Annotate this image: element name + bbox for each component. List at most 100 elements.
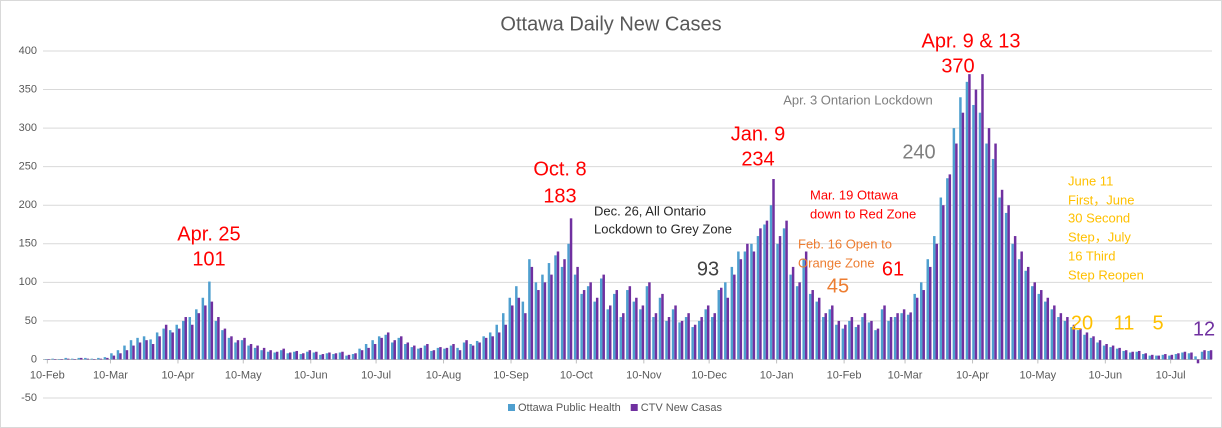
x-tick-label: 10-Oct bbox=[560, 369, 593, 381]
bar bbox=[345, 355, 348, 360]
bar bbox=[576, 266, 579, 360]
bar bbox=[935, 243, 939, 360]
bar bbox=[57, 359, 61, 360]
bar bbox=[831, 305, 834, 360]
x-tick-label: 10-Jun bbox=[294, 369, 328, 381]
bar bbox=[80, 357, 83, 360]
bar bbox=[191, 324, 194, 360]
bar bbox=[626, 290, 629, 360]
bar bbox=[249, 344, 253, 360]
bar bbox=[112, 355, 116, 360]
bar bbox=[129, 340, 133, 360]
bar bbox=[1024, 270, 1027, 360]
bar bbox=[204, 305, 207, 360]
bar bbox=[1203, 350, 1206, 360]
bar bbox=[606, 309, 609, 360]
bar bbox=[720, 287, 723, 360]
annotation: 16 Third bbox=[1068, 248, 1115, 263]
bar bbox=[511, 305, 514, 360]
annotation: 45 bbox=[827, 275, 849, 297]
bar bbox=[613, 293, 616, 360]
bar bbox=[175, 324, 178, 360]
bar bbox=[341, 351, 344, 360]
x-tick-label: 10-May bbox=[1020, 369, 1057, 381]
bar bbox=[569, 218, 573, 360]
bar bbox=[1207, 350, 1210, 360]
bar bbox=[495, 324, 498, 360]
bar bbox=[306, 351, 309, 360]
bar bbox=[808, 293, 812, 360]
bar bbox=[746, 243, 749, 360]
bar bbox=[1177, 353, 1180, 360]
bar bbox=[256, 345, 259, 360]
bar bbox=[1115, 348, 1119, 360]
bar bbox=[138, 342, 142, 360]
bar bbox=[791, 266, 795, 360]
bar bbox=[295, 350, 299, 360]
bar bbox=[615, 290, 619, 360]
bar bbox=[445, 347, 449, 360]
bar bbox=[560, 266, 564, 360]
bar bbox=[671, 309, 675, 360]
bar bbox=[360, 350, 364, 360]
bar bbox=[177, 328, 181, 360]
bar bbox=[410, 347, 414, 360]
bar bbox=[554, 255, 557, 360]
x-tick-label: 10-May bbox=[225, 369, 262, 381]
bar bbox=[922, 290, 925, 360]
bar bbox=[948, 174, 952, 360]
bar bbox=[116, 350, 120, 360]
bar bbox=[373, 344, 377, 360]
bar bbox=[750, 243, 753, 360]
bar bbox=[547, 263, 551, 360]
bar bbox=[328, 352, 331, 360]
bar bbox=[208, 281, 211, 360]
bar bbox=[534, 282, 538, 360]
bar bbox=[726, 297, 730, 360]
bar bbox=[432, 350, 436, 360]
bar bbox=[1196, 359, 1200, 364]
bar bbox=[230, 336, 233, 360]
annotation: 11 bbox=[1114, 312, 1135, 334]
bar bbox=[822, 317, 825, 360]
bar bbox=[201, 297, 205, 360]
bar bbox=[733, 274, 736, 360]
bar bbox=[103, 357, 107, 360]
annotation: 61 bbox=[882, 258, 904, 280]
bar bbox=[804, 251, 808, 360]
bar bbox=[848, 320, 851, 360]
bar bbox=[1040, 290, 1043, 360]
bar bbox=[1046, 297, 1050, 360]
bar bbox=[528, 259, 531, 360]
y-tick-label: 150 bbox=[19, 238, 37, 250]
bar bbox=[883, 305, 886, 360]
bar bbox=[926, 259, 930, 360]
bar bbox=[1142, 354, 1145, 360]
bar bbox=[384, 334, 387, 360]
x-tick-label: 10-Feb bbox=[827, 369, 862, 381]
bar bbox=[426, 344, 429, 360]
bar bbox=[959, 97, 962, 360]
bar bbox=[896, 313, 899, 360]
bar bbox=[599, 278, 603, 360]
bar bbox=[321, 354, 325, 360]
bar bbox=[1168, 355, 1171, 360]
bar bbox=[391, 342, 394, 360]
bar bbox=[377, 336, 381, 360]
legend-label: CTV New Casas bbox=[641, 402, 723, 414]
bar bbox=[961, 112, 965, 360]
bar bbox=[1174, 354, 1178, 360]
bar bbox=[354, 353, 357, 360]
bar bbox=[312, 352, 316, 360]
x-tick-label: 10-Feb bbox=[30, 369, 65, 381]
bar bbox=[765, 220, 769, 360]
bar bbox=[785, 220, 788, 360]
bar bbox=[488, 332, 492, 360]
bar bbox=[1079, 328, 1082, 360]
annotation: June 11 bbox=[1068, 173, 1113, 188]
bar bbox=[1026, 266, 1030, 360]
annotation: Mar. 19 Ottawa bbox=[810, 187, 899, 202]
bar bbox=[1098, 340, 1102, 360]
bar bbox=[1190, 352, 1193, 360]
bar bbox=[556, 251, 560, 360]
